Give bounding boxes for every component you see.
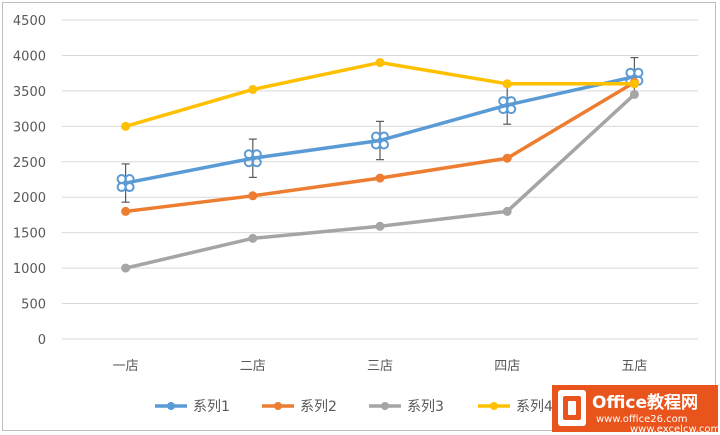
data-point [248,84,258,94]
data-point [375,173,385,183]
x-tick-label: 三店 [367,359,393,374]
data-point [629,89,639,99]
legend-item: 系列3 [369,399,444,415]
legend-swatch-marker [490,402,498,410]
data-point [248,191,258,201]
marker-lobe [379,139,389,150]
x-axis-ticks: 一店 二店 三店 四店 五店 [113,359,648,374]
x-tick-label: 二店 [240,359,266,374]
x-tick-label: 五店 [621,359,647,374]
y-tick-label: 0 [38,333,46,348]
marker-lobe [506,104,517,115]
y-tick-label: 1000 [13,262,46,277]
data-point [248,233,258,243]
watermark-logo-text: Office教程网 [592,392,698,413]
data-point [121,263,131,273]
data-point [121,206,131,216]
clover-marker-icon [116,174,135,193]
y-tick-label: 2000 [13,191,46,206]
legend-label: 系列1 [193,399,230,415]
marker-lobe [243,149,254,160]
series-4 [121,58,639,131]
y-tick-label: 1500 [13,227,46,242]
x-tick-label: 四店 [494,359,520,374]
data-point [629,79,639,89]
series-lines [116,56,644,273]
y-axis-ticks: 0 500 1000 1500 2000 2500 3000 3500 4000 4500 [13,14,46,348]
data-point [375,221,385,231]
y-tick-label: 2500 [13,156,46,171]
data-point [502,153,512,163]
chart-frame [2,2,716,431]
x-tick-label: 一店 [113,359,139,374]
legend-item: 系列2 [262,399,337,415]
office-logo-icon [558,390,586,426]
legend-swatch-marker [274,402,282,410]
legend-item: 系列1 [155,399,230,415]
series-1 [116,56,644,203]
legend-label: 系列4 [516,399,553,415]
clover-marker-icon [371,131,389,150]
series-2 [121,77,639,216]
watermark: Office教程网 www.office26.com www.excelcw.c… [552,385,720,435]
marker-lobe [633,67,644,78]
y-tick-label: 3500 [13,85,46,100]
clover-marker-icon [498,96,517,115]
y-tick-label: 4000 [13,49,46,64]
watermark-site-text: www.excelcw.com [630,424,720,435]
data-point [502,79,512,89]
legend-swatch-marker [167,402,175,410]
y-tick-label: 4500 [13,14,46,29]
y-tick-label: 500 [21,298,46,313]
clover-marker-icon [243,149,262,168]
legend-swatch-marker [381,402,389,410]
marker-lobe [124,182,135,193]
data-point [375,58,385,68]
watermark-url-text: www.office26.com [596,414,688,425]
data-point [121,121,131,131]
legend: 系列1 系列2 系列3 系列4 [155,399,553,415]
legend-label: 系列2 [300,399,337,415]
data-point [502,206,512,216]
marker-lobe [116,182,127,193]
legend-item: 系列4 [478,399,553,415]
series-3 [121,89,639,273]
marker-lobe [625,67,636,78]
marker-lobe [116,174,127,185]
y-tick-label: 3000 [13,120,46,135]
legend-label: 系列3 [407,399,444,415]
marker-lobe [498,96,509,107]
gridlines [62,19,698,340]
